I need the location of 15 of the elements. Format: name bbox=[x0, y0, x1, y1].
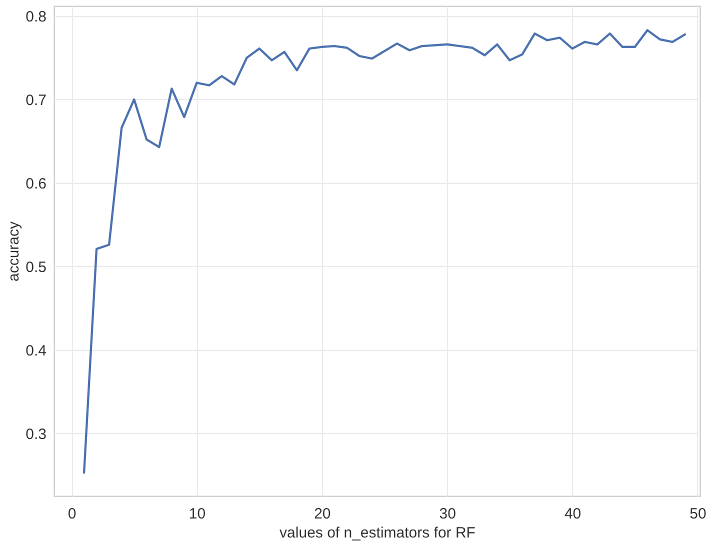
y-tick-label: 0.8 bbox=[26, 8, 46, 26]
y-axis-title: accuracy bbox=[6, 220, 23, 282]
x-axis-title: values of n_estimators for RF bbox=[280, 524, 476, 542]
y-tick-label: 0.7 bbox=[26, 92, 46, 109]
y-tick-label: 0.5 bbox=[26, 258, 46, 276]
y-tick-label: 0.6 bbox=[26, 175, 46, 192]
x-tick-label: 50 bbox=[690, 506, 706, 522]
x-tick-label: 30 bbox=[439, 506, 456, 522]
y-tick-label: 0.4 bbox=[26, 342, 46, 360]
x-tick-label: 0 bbox=[68, 506, 76, 522]
y-tick-label: 0.3 bbox=[26, 426, 46, 443]
x-tick-label: 20 bbox=[314, 506, 331, 522]
x-tick-label: 40 bbox=[564, 506, 582, 522]
x-tick-label: 10 bbox=[188, 506, 206, 522]
line-series bbox=[82, 29, 686, 474]
